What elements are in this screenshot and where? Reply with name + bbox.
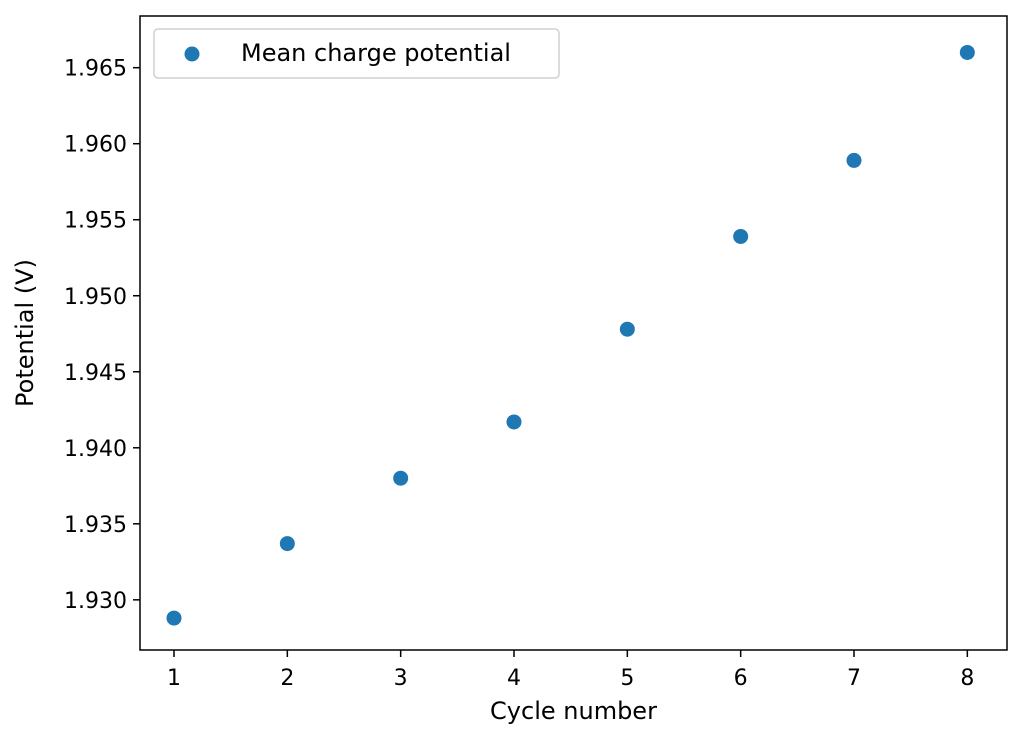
y-tick-label: 1.955 <box>64 209 127 234</box>
data-point <box>506 414 522 430</box>
y-tick-label: 1.945 <box>64 361 127 386</box>
x-tick-label: 7 <box>847 666 861 691</box>
x-axis-label: Cycle number <box>490 697 657 725</box>
x-tick-label: 2 <box>280 666 294 691</box>
plot-frame <box>139 15 1008 651</box>
x-tick-label: 6 <box>734 666 748 691</box>
data-point <box>846 152 862 168</box>
y-tick-label: 1.930 <box>64 589 127 614</box>
y-tick-label: 1.965 <box>64 57 127 82</box>
y-axis-ticks: 1.930 1.935 1.940 1.945 1.950 1.955 1.960 1.965 <box>64 57 140 614</box>
y-tick-label: 1.940 <box>64 437 127 462</box>
x-tick-label: 4 <box>507 666 521 691</box>
legend-box <box>153 28 560 79</box>
y-tick-label: 1.950 <box>64 285 127 310</box>
x-tick-label: 3 <box>394 666 408 691</box>
x-axis-ticks: 1 2 3 4 5 6 7 8 <box>167 650 974 691</box>
legend-marker <box>184 46 200 62</box>
legend-label: Mean charge potential <box>241 39 511 67</box>
y-tick-label: 1.935 <box>64 513 127 538</box>
x-tick-label: 8 <box>960 666 974 691</box>
data-point <box>619 321 635 337</box>
data-point <box>733 228 749 244</box>
data-point <box>393 470 409 486</box>
x-tick-label: 5 <box>620 666 634 691</box>
y-axis-label: Potential (V) <box>11 259 39 407</box>
legend: Mean charge potential <box>153 28 560 79</box>
data-point <box>279 536 295 552</box>
data-point <box>959 44 975 60</box>
x-tick-label: 1 <box>167 666 181 691</box>
y-tick-label: 1.960 <box>64 133 127 158</box>
data-point <box>166 610 182 626</box>
data-points <box>166 44 975 626</box>
plot-area <box>140 16 1007 650</box>
